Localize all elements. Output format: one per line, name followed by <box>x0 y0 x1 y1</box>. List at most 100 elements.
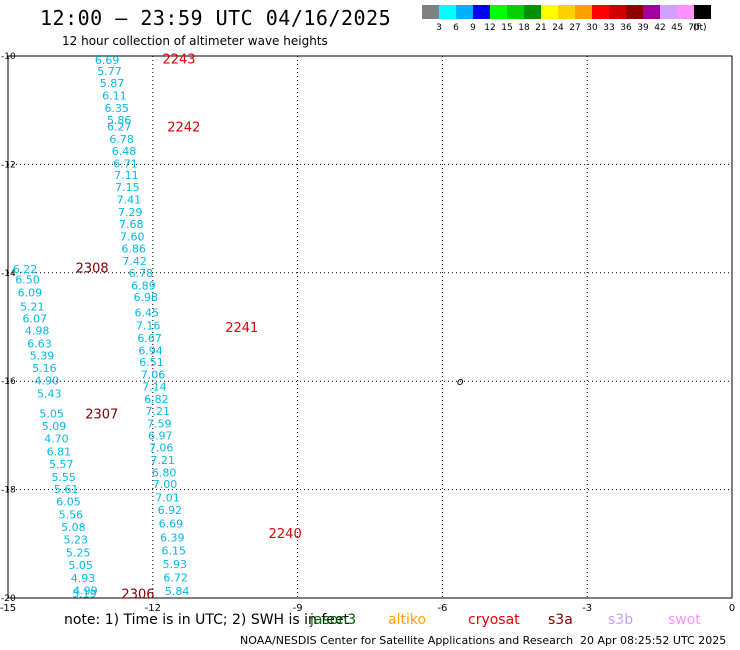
wave-height-value: 7.06 <box>141 369 166 382</box>
wave-height-value: 7.16 <box>136 319 161 332</box>
colorbar-swatch <box>439 5 456 19</box>
wave-height-value: 5.21 <box>20 300 45 313</box>
colorbar-swatch <box>592 5 609 19</box>
wave-height-value: 6.35 <box>105 102 129 115</box>
wave-height-value: 5.87 <box>100 77 125 90</box>
lat-tick-label: -18 <box>1 486 16 496</box>
wave-height-value: 6.98 <box>133 291 158 304</box>
colorbar-label: 36 <box>620 23 632 33</box>
wave-height-value: 6.45 <box>134 306 159 319</box>
wave-height-value: 6.69 <box>95 54 120 67</box>
satellite-legend-s3a: s3a <box>548 612 573 628</box>
wave-height-value: 6.97 <box>148 429 173 442</box>
colorbar-swatch <box>660 5 677 19</box>
wave-height-value: 5.56 <box>59 509 84 522</box>
wave-height-value: 6.39 <box>160 531 185 544</box>
colorbar-swatch <box>473 5 490 19</box>
wave-height-value: 7.14 <box>142 381 167 394</box>
colorbar-label: 30 <box>586 23 598 33</box>
wave-height-value: 5.86 <box>107 114 131 127</box>
wave-height-value: 5.39 <box>30 350 55 363</box>
wave-height-value: 6.81 <box>47 446 72 459</box>
satellite-legend-altiko: altiko <box>388 612 427 628</box>
colorbar-swatch <box>643 5 660 19</box>
wave-height-value: 5.05 <box>68 559 93 572</box>
wave-height-value: 6.80 <box>152 466 177 479</box>
wave-height-value: 5.05 <box>39 408 64 421</box>
wave-height-value: 5.19 <box>72 588 97 601</box>
satellite-legend-jason3: jason3 <box>310 612 357 628</box>
colorbar-label: 45 <box>671 23 683 33</box>
lat-tick-label: -10 <box>1 52 16 62</box>
wave-height-value: 6.67 <box>137 332 162 345</box>
wave-height-value: 6.09 <box>18 286 43 299</box>
colorbar-label: 15 <box>501 23 513 33</box>
pass-time-label: 2307 <box>85 408 118 423</box>
wave-height-value: 5.93 <box>162 558 187 571</box>
lon-tick-label: -6 <box>437 603 447 614</box>
colorbar-unit: (ft) <box>693 23 707 33</box>
page-subtitle: 12 hour collection of altimeter wave hei… <box>62 34 328 48</box>
colorbar-label: 70 <box>688 23 700 33</box>
footer-note: note: 1) Time is in UTC; 2) SWH is in fe… <box>64 612 350 628</box>
colorbar-label: 33 <box>603 23 615 33</box>
wave-height-value: 7.42 <box>122 255 147 268</box>
wave-height-value: 6.78 <box>129 267 154 280</box>
wave-height-value: 7.01 <box>155 492 180 505</box>
satellite-legend-cryosat: cryosat <box>468 612 520 628</box>
wave-height-value: 5.84 <box>165 585 190 598</box>
wave-height-value: 7.21 <box>146 405 171 418</box>
lat-tick-label: -14 <box>1 269 16 279</box>
wave-height-value: 6.27 <box>107 120 131 133</box>
wave-height-value: 7.59 <box>147 417 172 430</box>
wave-height-value: 7.00 <box>153 478 178 491</box>
wave-height-value: 6.63 <box>27 337 52 350</box>
wave-height-value: 5.09 <box>42 420 67 433</box>
wave-height-value: 5.08 <box>61 521 86 534</box>
colorbar-swatch <box>541 5 558 19</box>
lon-tick-label: 0 <box>729 603 735 614</box>
colorbar-label: 6 <box>453 23 459 33</box>
wave-height-value: 4.93 <box>71 572 96 585</box>
wave-height-value: 5.77 <box>97 65 122 78</box>
wave-height-value: 4.90 <box>35 375 60 388</box>
lat-tick-label: -12 <box>1 160 16 170</box>
wave-height-value: 4.99 <box>73 584 98 597</box>
wave-height-value: 7.41 <box>117 194 142 207</box>
colorbar-label: 12 <box>484 23 496 33</box>
wave-height-value: 6.48 <box>112 145 137 158</box>
satellite-legend-s3b: s3b <box>608 612 634 628</box>
lon-tick-label: -12 <box>145 603 161 614</box>
wave-height-value: 5.61 <box>54 483 79 496</box>
lon-tick-label: -9 <box>293 603 303 614</box>
colorbar-label: 9 <box>470 23 476 33</box>
colorbar-swatch <box>490 5 507 19</box>
colorbar-label: 39 <box>637 23 649 33</box>
wave-height-value: 6.11 <box>102 90 127 103</box>
colorbar-label: 27 <box>569 23 581 33</box>
wave-height-value: 6.89 <box>131 279 156 292</box>
pass-time-label: 2308 <box>76 261 109 276</box>
wave-height-value: 7.21 <box>150 454 175 467</box>
wave-height-value: 5.16 <box>32 362 57 375</box>
wave-height-value: 6.71 <box>113 157 138 170</box>
colorbar-label: 42 <box>654 23 666 33</box>
wave-height-value: 6.72 <box>163 571 188 584</box>
colorbar-label: 3 <box>436 23 442 33</box>
pass-time-label: 2241 <box>225 321 258 336</box>
colorbar-swatch <box>677 5 694 19</box>
map-frame <box>7 55 733 599</box>
wave-height-value: 6.22 <box>13 263 38 276</box>
colorbar-swatch <box>524 5 541 19</box>
wave-height-value: 5.23 <box>64 533 89 546</box>
colorbar-label: 24 <box>552 23 564 33</box>
credit-line: NOAA/NESDIS Center for Satellite Applica… <box>240 634 574 647</box>
wave-height-value: 6.15 <box>161 544 186 557</box>
pass-time-label: 2242 <box>167 120 200 135</box>
colorbar-swatch <box>626 5 643 19</box>
colorbar-swatch <box>507 5 524 19</box>
wave-height-value: 5.57 <box>49 458 74 471</box>
lat-tick-label: -16 <box>1 377 16 387</box>
wave-height-value: 7.60 <box>120 230 145 243</box>
pass-time-label: 2243 <box>162 53 195 68</box>
